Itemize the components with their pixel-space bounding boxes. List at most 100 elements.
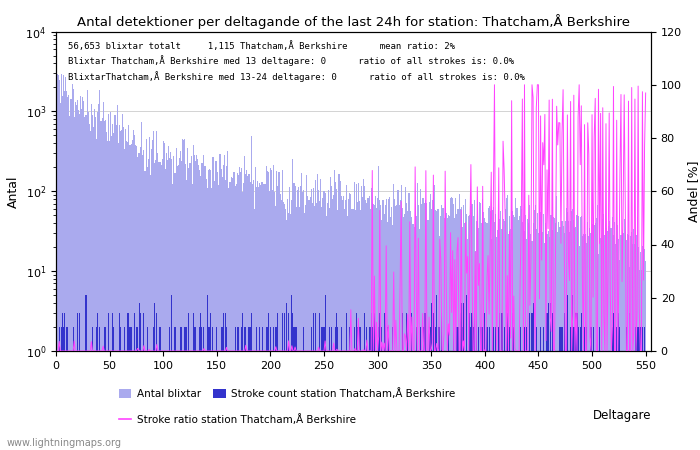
Bar — [141, 122, 142, 450]
Bar — [65, 77, 66, 450]
Bar — [69, 351, 71, 450]
Bar — [428, 202, 430, 450]
Y-axis label: Antal: Antal — [7, 175, 20, 207]
Bar — [140, 147, 141, 450]
Bar — [233, 351, 235, 450]
Bar — [181, 161, 182, 450]
Bar — [132, 351, 133, 450]
Bar — [606, 231, 608, 450]
Bar — [552, 230, 553, 450]
Bar — [259, 327, 260, 450]
Bar — [332, 199, 333, 450]
Bar — [602, 351, 603, 450]
Bar — [169, 327, 170, 450]
Bar — [490, 211, 491, 450]
Bar — [343, 196, 344, 450]
Bar — [77, 313, 78, 450]
Bar — [93, 351, 94, 450]
Bar — [624, 351, 626, 450]
Bar — [630, 351, 631, 450]
Bar — [378, 166, 379, 450]
Bar — [594, 225, 595, 450]
Bar — [600, 351, 601, 450]
Bar — [299, 207, 300, 450]
Bar — [307, 351, 309, 450]
Bar — [478, 327, 479, 450]
Bar — [615, 351, 616, 450]
Bar — [622, 233, 624, 450]
Bar — [217, 351, 218, 450]
Bar — [59, 327, 60, 450]
Bar — [79, 114, 80, 450]
Bar — [379, 200, 380, 450]
Bar — [343, 351, 344, 450]
Bar — [373, 204, 374, 450]
Bar — [444, 351, 446, 450]
Bar — [643, 351, 644, 450]
Bar — [215, 351, 216, 450]
Bar — [553, 351, 554, 450]
Bar — [194, 155, 195, 450]
Bar — [231, 351, 232, 450]
Bar — [331, 327, 332, 450]
Bar — [124, 327, 125, 450]
Bar — [563, 226, 564, 450]
Bar — [154, 163, 155, 450]
Bar — [389, 351, 390, 450]
Bar — [556, 351, 557, 450]
Bar — [386, 222, 388, 450]
Bar — [463, 205, 464, 450]
Bar — [475, 351, 476, 450]
Bar — [61, 327, 62, 450]
Bar — [275, 206, 276, 450]
Bar — [510, 230, 511, 450]
Bar — [331, 186, 332, 450]
Bar — [511, 351, 512, 450]
Bar — [505, 198, 507, 450]
Bar — [582, 236, 583, 450]
Bar — [352, 351, 354, 450]
Bar — [337, 327, 339, 450]
Bar — [199, 170, 200, 450]
Bar — [267, 171, 269, 450]
Bar — [309, 351, 311, 450]
Bar — [555, 351, 556, 450]
Bar — [260, 184, 261, 450]
Bar — [588, 351, 589, 450]
Bar — [270, 327, 271, 450]
Bar — [376, 351, 377, 450]
Bar — [208, 170, 209, 450]
Bar — [325, 193, 326, 450]
Bar — [550, 303, 551, 450]
Bar — [361, 351, 362, 450]
Bar — [479, 351, 480, 450]
Bar — [63, 327, 64, 450]
Bar — [398, 351, 400, 450]
Bar — [190, 156, 192, 450]
Bar — [213, 351, 214, 450]
Bar — [395, 351, 396, 450]
Bar — [319, 201, 321, 450]
Bar — [437, 209, 438, 450]
Bar — [554, 218, 555, 450]
Bar — [160, 166, 162, 450]
Bar — [198, 165, 199, 450]
Bar — [613, 313, 614, 450]
Bar — [589, 351, 590, 450]
Bar — [101, 121, 102, 450]
Bar — [600, 238, 601, 450]
Bar — [241, 168, 242, 450]
Bar — [210, 170, 211, 450]
Bar — [112, 313, 113, 450]
Bar — [564, 313, 565, 450]
Bar — [138, 153, 139, 450]
Bar — [630, 236, 631, 450]
Bar — [554, 351, 555, 450]
Bar — [436, 295, 437, 450]
Bar — [61, 74, 62, 450]
Bar — [402, 351, 404, 450]
Bar — [424, 313, 426, 450]
Bar — [612, 327, 613, 450]
Bar — [59, 80, 60, 450]
Bar — [598, 351, 599, 450]
